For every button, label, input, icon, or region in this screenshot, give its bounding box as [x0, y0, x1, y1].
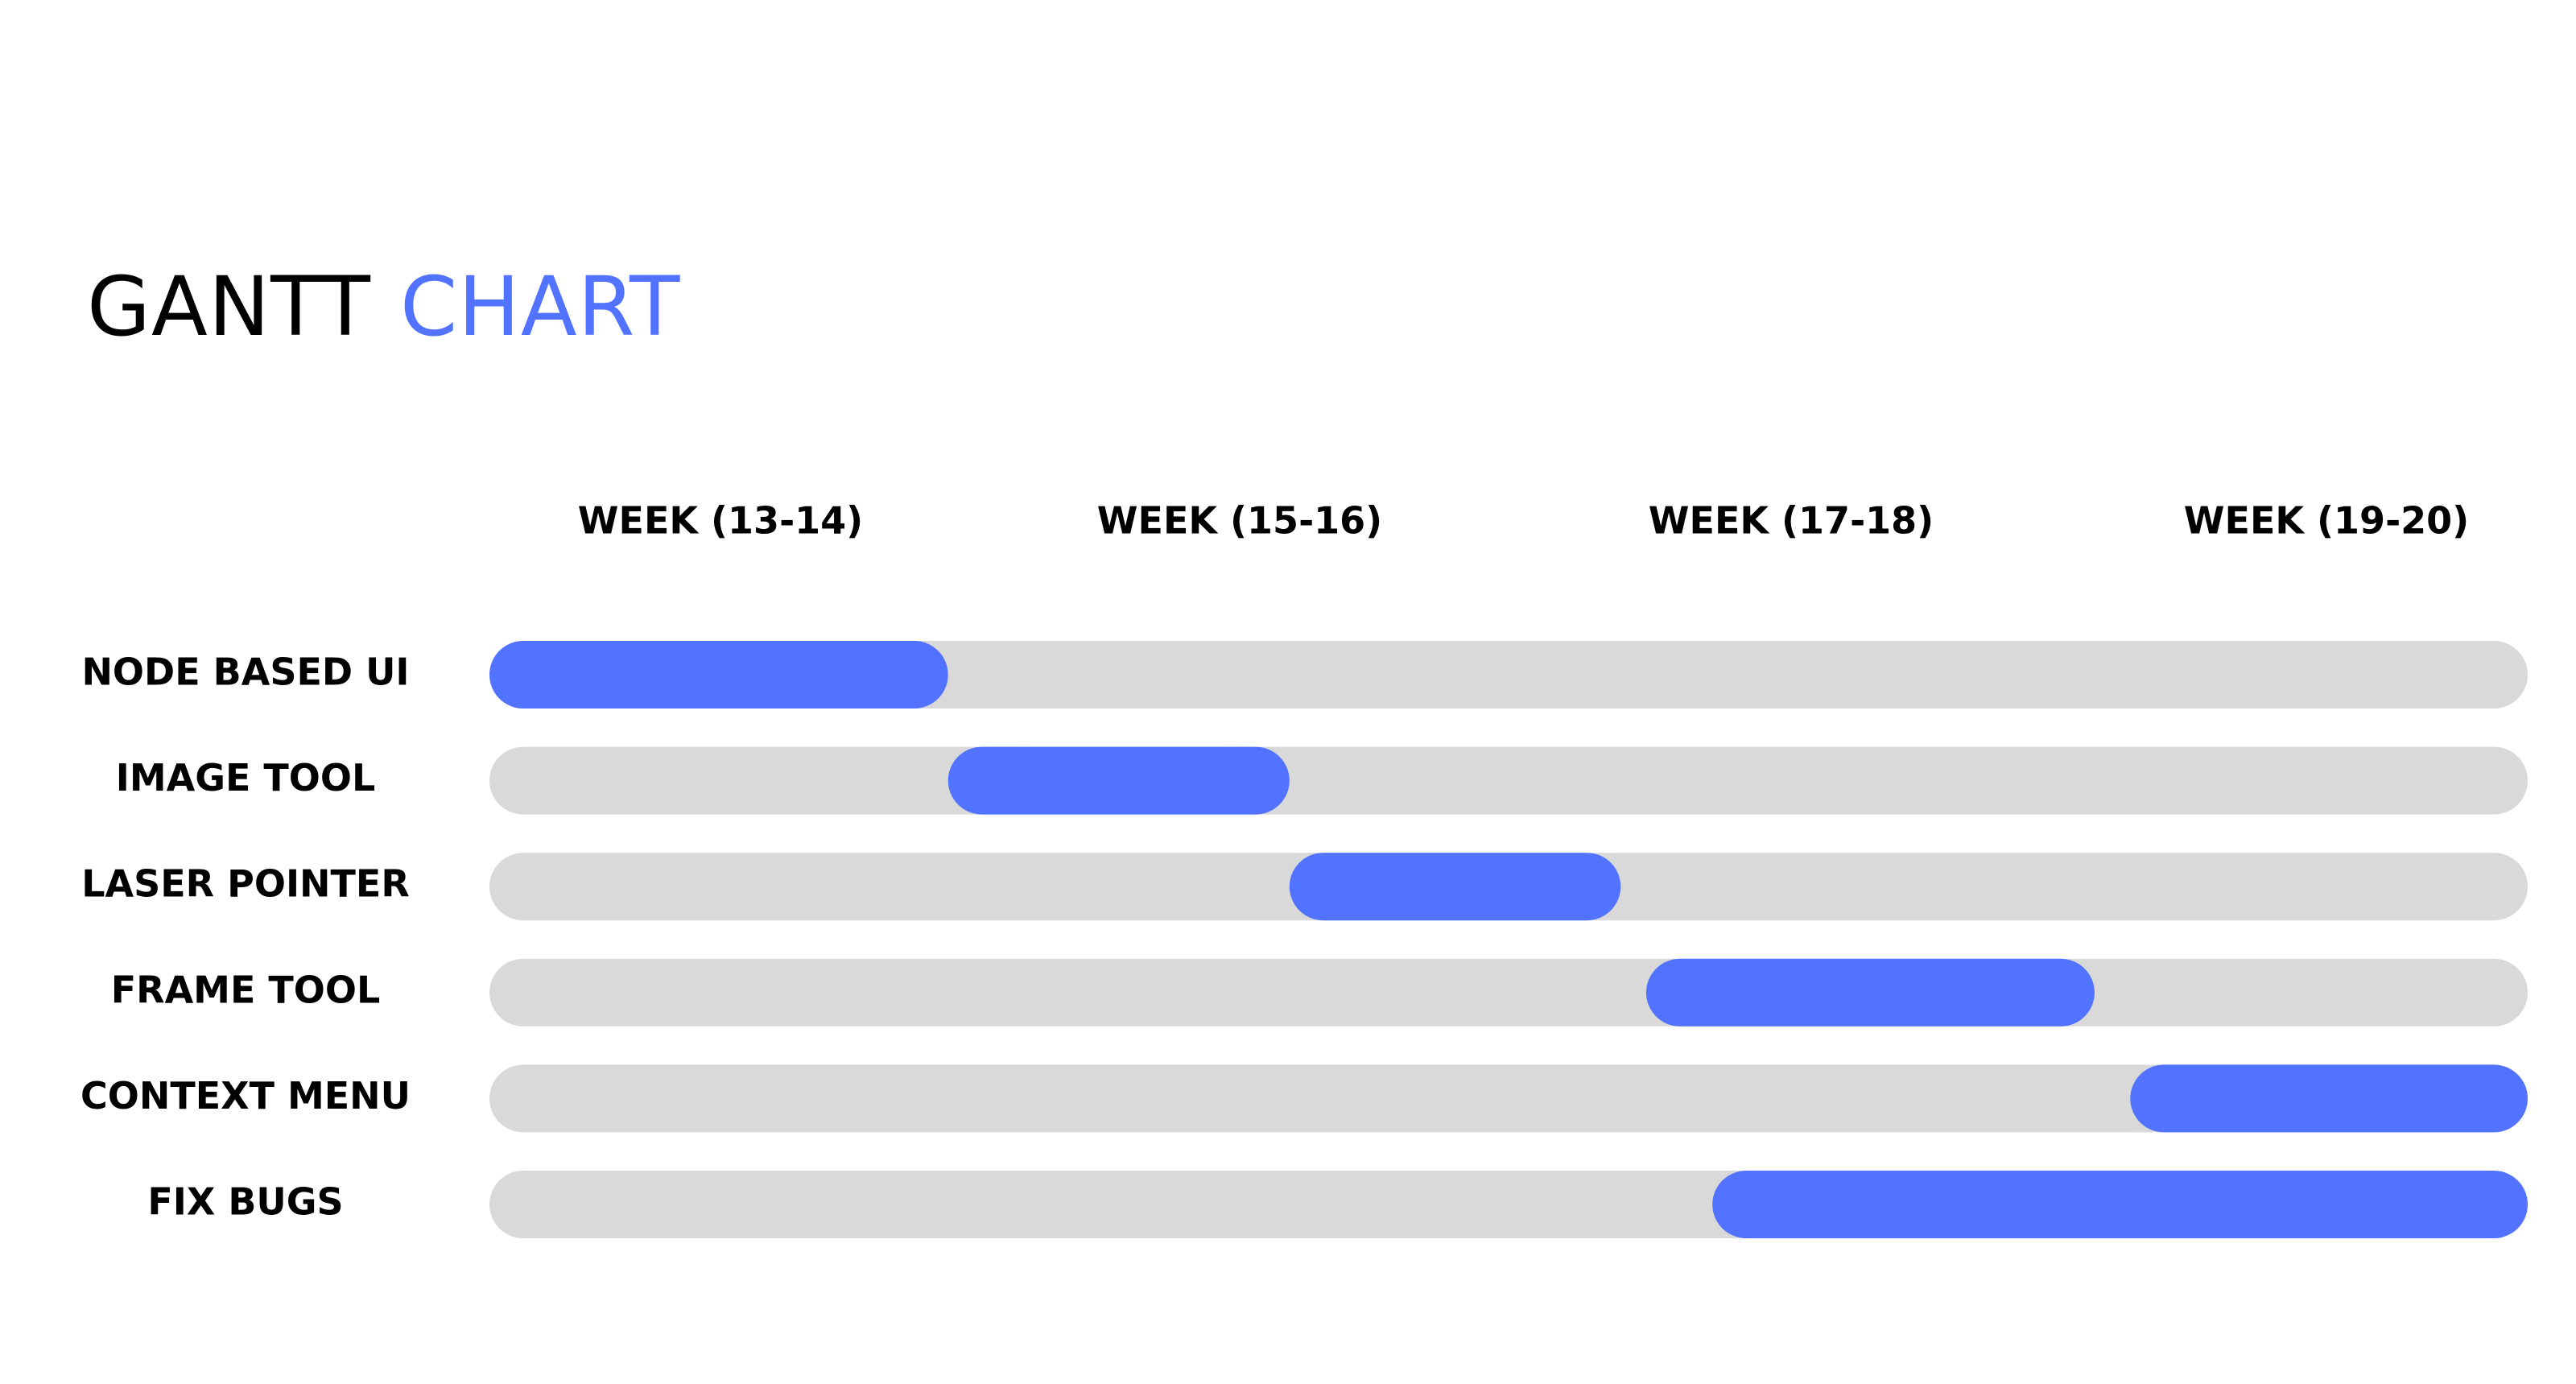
title-word-gantt: GANTT [87, 259, 371, 355]
task-bar [1712, 1171, 2528, 1238]
task-label: CONTEXT MENU [80, 1074, 411, 1118]
week-label-3: WEEK (17-18) [1649, 499, 1934, 543]
task-track [489, 641, 2528, 709]
task-label: FRAME TOOL [111, 968, 381, 1011]
chart-title: GANTT CHART [87, 259, 680, 356]
task-track [489, 1064, 2528, 1133]
task-bar [489, 641, 948, 709]
task-label: LASER POINTER [81, 862, 410, 906]
week-label-1: WEEK (13-14) [578, 499, 863, 543]
task-label: IMAGE TOOL [116, 756, 376, 799]
week-label-2: WEEK (15-16) [1097, 499, 1382, 543]
task-label: FIX BUGS [147, 1180, 343, 1224]
task-track [489, 958, 2528, 1027]
task-bar [2130, 1064, 2528, 1133]
task-bar [1645, 958, 2095, 1027]
task-track [489, 746, 2528, 815]
task-label: NODE BASED UI [81, 651, 409, 694]
title-word-chart: CHART [399, 259, 681, 355]
task-bar [1289, 853, 1621, 921]
task-bar [947, 746, 1290, 815]
week-label-4: WEEK (19-20) [2184, 499, 2469, 543]
